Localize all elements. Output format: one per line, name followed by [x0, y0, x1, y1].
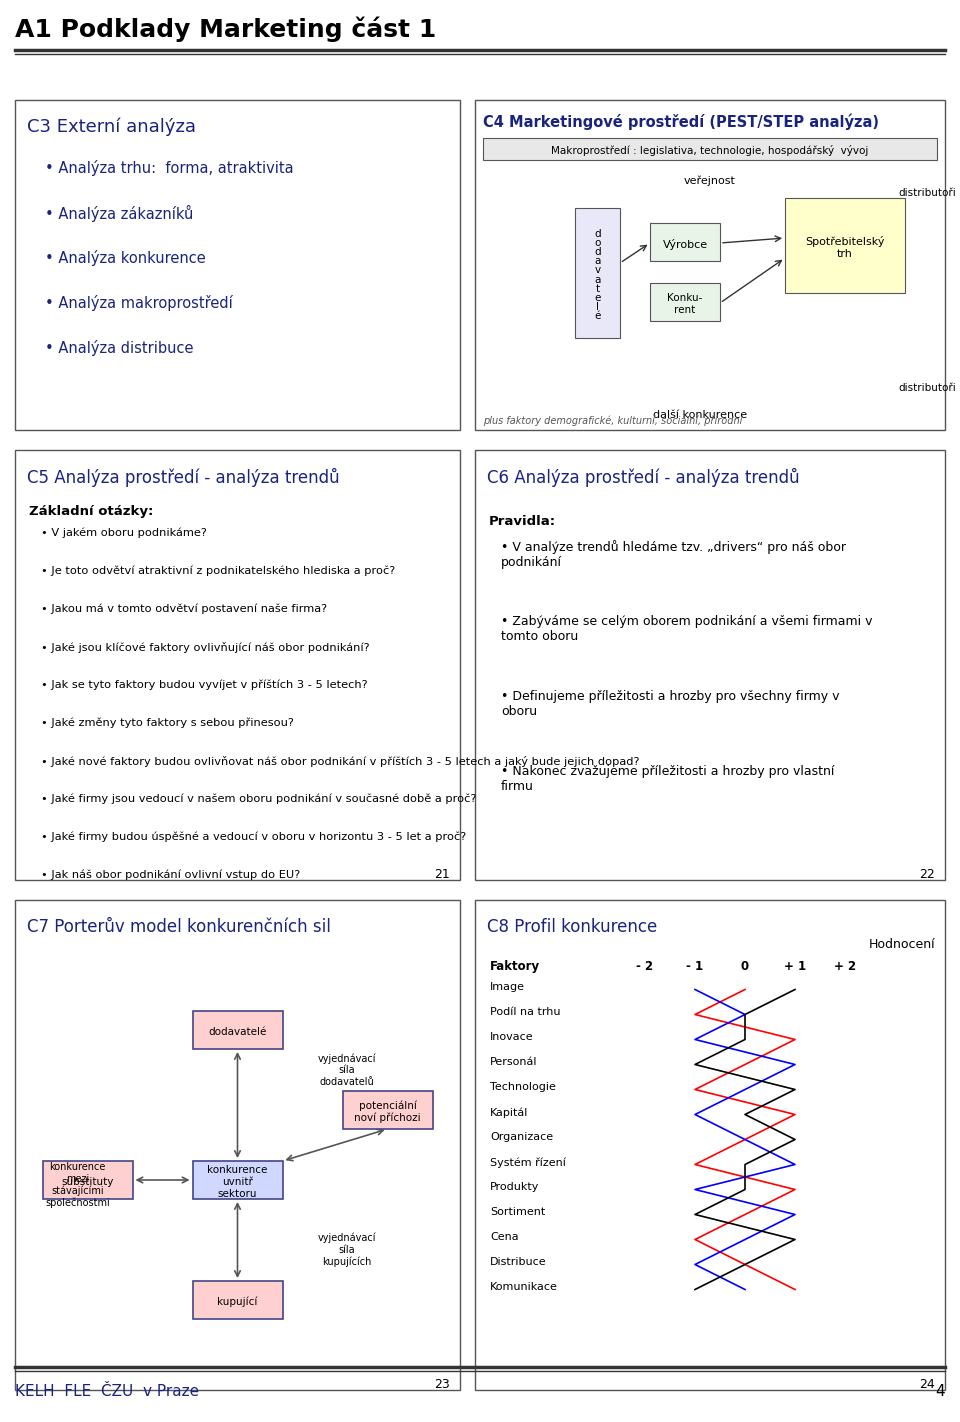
Text: vyjednávací
síla
dodavatelů: vyjednávací síla dodavatelů	[318, 1054, 376, 1086]
Text: • Analýza trhu:  forma, atraktivita: • Analýza trhu: forma, atraktivita	[45, 161, 294, 176]
FancyBboxPatch shape	[575, 208, 620, 338]
Text: Pravidla:: Pravidla:	[489, 515, 556, 528]
Text: C5 Analýza prostředí - analýza trendů: C5 Analýza prostředí - analýza trendů	[27, 468, 340, 488]
FancyBboxPatch shape	[475, 900, 945, 1389]
Text: 0: 0	[741, 960, 749, 973]
Text: • Nakonec zvažujeme příležitosti a hrozby pro vlastní
firmu: • Nakonec zvažujeme příležitosti a hrozb…	[501, 765, 834, 793]
Text: Spotřebitelský
trh: Spotřebitelský trh	[805, 236, 885, 259]
Text: • Analýza makroprostředí: • Analýza makroprostředí	[45, 294, 232, 311]
Text: • V analýze trendů hledáme tzv. „drivers“ pro náš obor
podnikání: • V analýze trendů hledáme tzv. „drivers…	[501, 540, 846, 569]
Text: - 1: - 1	[686, 960, 704, 973]
FancyBboxPatch shape	[42, 1160, 132, 1199]
Text: Personál: Personál	[490, 1057, 538, 1066]
Text: potenciální
noví příchozi: potenciální noví příchozi	[354, 1101, 420, 1123]
FancyBboxPatch shape	[15, 449, 460, 880]
FancyBboxPatch shape	[15, 100, 460, 429]
Text: Sortiment: Sortiment	[490, 1207, 545, 1217]
Text: Systém řízení: Systém řízení	[490, 1158, 565, 1167]
Text: • Jaké změny tyto faktory s sebou přinesou?: • Jaké změny tyto faktory s sebou přines…	[41, 718, 294, 728]
FancyBboxPatch shape	[483, 138, 937, 161]
Text: konkurence
mezi
stávajícími
společnostmi: konkurence mezi stávajícími společnostmi	[45, 1162, 109, 1209]
Text: C7 Porterův model konkurenčních sil: C7 Porterův model konkurenčních sil	[27, 919, 331, 936]
Text: 24: 24	[920, 1378, 935, 1391]
Text: Základní otázky:: Základní otázky:	[29, 505, 154, 518]
Text: • Je toto odvětví atraktivní z podnikatelského hlediska a proč?: • Je toto odvětví atraktivní z podnikate…	[41, 566, 396, 576]
Text: • Jak se tyto faktory budou vyvíjet v příštích 3 - 5 letech?: • Jak se tyto faktory budou vyvíjet v př…	[41, 680, 368, 691]
Text: Kapitál: Kapitál	[490, 1106, 528, 1118]
FancyBboxPatch shape	[785, 198, 905, 293]
Text: konkurence
uvnitř
sektoru: konkurence uvnitř sektoru	[207, 1166, 268, 1199]
FancyBboxPatch shape	[15, 900, 460, 1389]
Text: substituty: substituty	[61, 1177, 113, 1187]
Text: Výrobce: Výrobce	[662, 239, 708, 249]
Text: • Jaké nové faktory budou ovlivňovat náš obor podnikání v příštích 3 - 5 letech : • Jaké nové faktory budou ovlivňovat náš…	[41, 757, 639, 766]
Text: 23: 23	[434, 1378, 450, 1391]
Text: Hodnocení: Hodnocení	[869, 939, 935, 951]
Text: Technologie: Technologie	[490, 1082, 556, 1092]
Text: Inovace: Inovace	[490, 1032, 534, 1042]
Text: + 1: + 1	[784, 960, 806, 973]
Text: plus faktory demografické, kulturní, sociální, přírodní: plus faktory demografické, kulturní, soc…	[483, 417, 742, 427]
Text: - 2: - 2	[636, 960, 654, 973]
Text: veřejnost: veřejnost	[684, 176, 736, 186]
Text: Organizace: Organizace	[490, 1132, 553, 1142]
Text: • Definujeme příležitosti a hrozby pro všechny firmy v
oboru: • Definujeme příležitosti a hrozby pro v…	[501, 690, 839, 718]
Text: • Analýza zákazníků: • Analýza zákazníků	[45, 205, 193, 222]
FancyBboxPatch shape	[193, 1011, 282, 1049]
FancyBboxPatch shape	[650, 223, 720, 262]
Text: • V jakém oboru podnikáme?: • V jakém oboru podnikáme?	[41, 528, 206, 539]
FancyBboxPatch shape	[193, 1281, 282, 1320]
FancyBboxPatch shape	[650, 283, 720, 321]
Text: Komunikace: Komunikace	[490, 1283, 558, 1293]
Text: • Jaké firmy jsou vedoucí v našem oboru podnikání v současné době a proč?: • Jaké firmy jsou vedoucí v našem oboru …	[41, 793, 476, 805]
FancyBboxPatch shape	[343, 1091, 433, 1129]
Text: • Zabýváme se celým oborem podnikání a všemi firmami v
tomto oboru: • Zabýváme se celým oborem podnikání a v…	[501, 614, 873, 643]
Text: C4 Marketingové prostředí (PEST/STEP analýza): C4 Marketingové prostředí (PEST/STEP ana…	[483, 114, 879, 131]
Text: Produkty: Produkty	[490, 1182, 540, 1192]
Text: • Jaké jsou klíčové faktory ovlivňující náš obor podnikání?: • Jaké jsou klíčové faktory ovlivňující …	[41, 641, 370, 653]
Text: 21: 21	[434, 867, 450, 882]
Text: dodavatelé: dodavatelé	[208, 1027, 267, 1037]
FancyBboxPatch shape	[193, 1160, 282, 1199]
Text: + 2: + 2	[834, 960, 856, 973]
Text: • Analýza distribuce: • Analýza distribuce	[45, 340, 194, 356]
FancyBboxPatch shape	[475, 100, 945, 429]
Text: Podíl na trhu: Podíl na trhu	[490, 1007, 561, 1017]
Text: C3 Externí analýza: C3 Externí analýza	[27, 118, 196, 137]
Text: distributoři: distributoři	[899, 188, 956, 198]
Text: Cena: Cena	[490, 1231, 518, 1241]
Text: • Jak náš obor podnikání ovlivní vstup do EU?: • Jak náš obor podnikání ovlivní vstup d…	[41, 870, 300, 880]
Text: C6 Analýza prostředí - analýza trendů: C6 Analýza prostředí - analýza trendů	[487, 468, 800, 488]
FancyBboxPatch shape	[475, 449, 945, 880]
Text: vyjednávací
síla
kupujících: vyjednávací síla kupujících	[318, 1233, 376, 1267]
Text: Image: Image	[490, 983, 525, 993]
Text: Konku-
rent: Konku- rent	[667, 293, 703, 314]
Text: d
o
d
a
v
a
t
e
l
é: d o d a v a t e l é	[594, 229, 601, 321]
Text: A1 Podklady Marketing část 1: A1 Podklady Marketing část 1	[15, 17, 436, 43]
Text: 22: 22	[920, 867, 935, 882]
Text: • Analýza konkurence: • Analýza konkurence	[45, 250, 205, 266]
Text: distributoři: distributoři	[899, 383, 956, 392]
Text: • Jakou má v tomto odvětví postavení naše firma?: • Jakou má v tomto odvětví postavení naš…	[41, 604, 327, 614]
Text: Distribuce: Distribuce	[490, 1257, 546, 1267]
Text: Faktory: Faktory	[490, 960, 540, 973]
Text: • Jaké firmy budou úspěšné a vedoucí v oboru v horizontu 3 - 5 let a proč?: • Jaké firmy budou úspěšné a vedoucí v o…	[41, 832, 467, 842]
Text: Makroprostředí : legislativa, technologie, hospodářský  vývoj: Makroprostředí : legislativa, technologi…	[551, 145, 869, 156]
Text: C8 Profil konkurence: C8 Profil konkurence	[487, 919, 658, 936]
Text: další konkurence: další konkurence	[653, 410, 747, 419]
Text: KELH  FLE  ČZU  v Praze: KELH FLE ČZU v Praze	[15, 1384, 199, 1399]
Text: kupující: kupující	[217, 1297, 257, 1307]
Text: 4: 4	[935, 1384, 945, 1399]
